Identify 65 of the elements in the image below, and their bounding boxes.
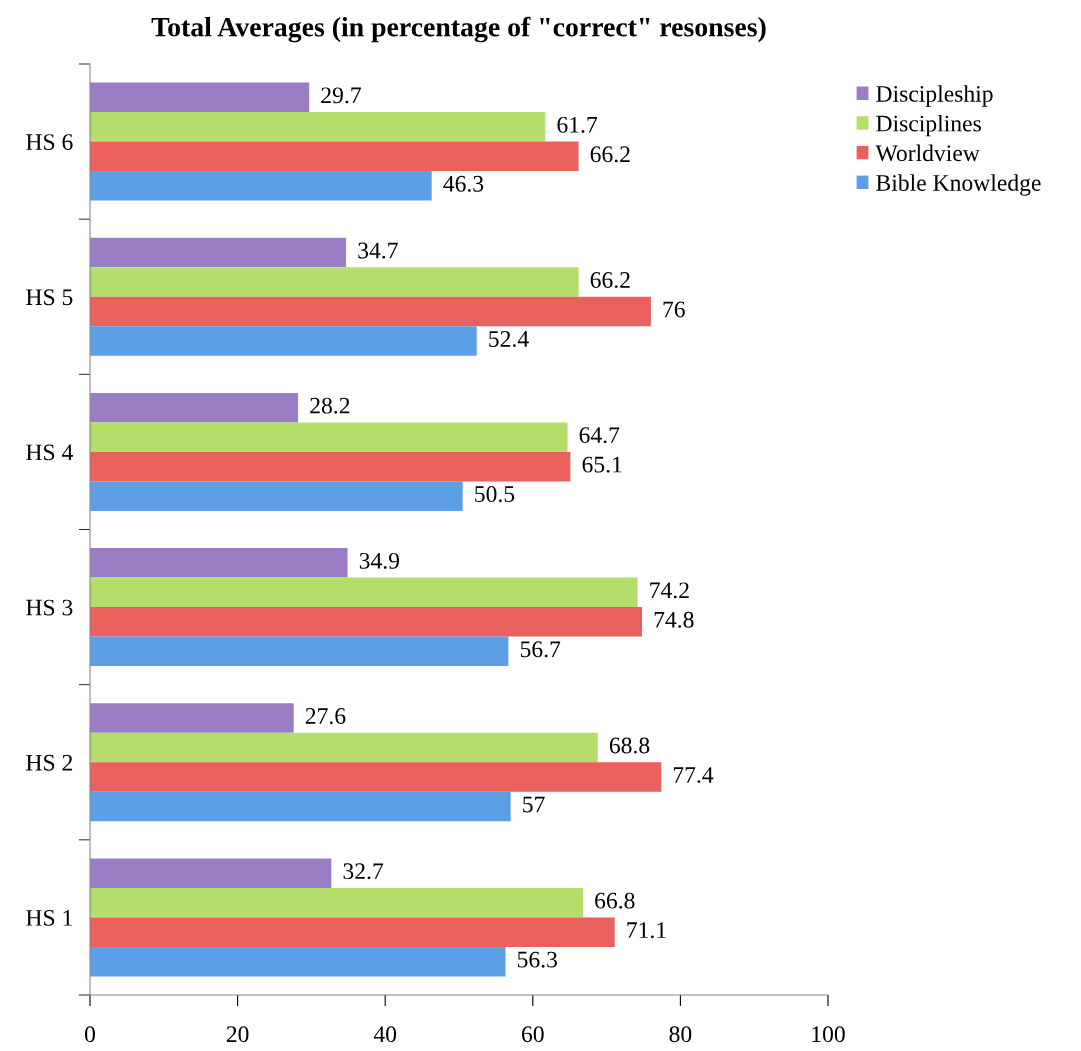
y-tick-label: HS 4 bbox=[26, 444, 73, 461]
x-tick-label: 60 bbox=[522, 1026, 544, 1043]
legend-label: Discipleship bbox=[876, 85, 993, 107]
data-label: 56.7 bbox=[520, 641, 561, 658]
data-label: 66.2 bbox=[590, 272, 630, 289]
bar bbox=[90, 326, 477, 356]
bar bbox=[90, 732, 598, 763]
data-label: 34.7 bbox=[358, 242, 398, 259]
x-tick-label: 0 bbox=[85, 1026, 95, 1043]
bar bbox=[90, 171, 432, 201]
x-tick-label: 40 bbox=[373, 1026, 397, 1043]
bar bbox=[90, 636, 509, 667]
data-label: 28.2 bbox=[310, 397, 350, 414]
data-label: 74.2 bbox=[650, 582, 689, 599]
bar bbox=[90, 422, 568, 452]
bar bbox=[90, 858, 332, 888]
bar bbox=[90, 917, 615, 947]
bar bbox=[90, 392, 299, 423]
data-label: 74.8 bbox=[654, 611, 694, 628]
data-label: 68.8 bbox=[609, 737, 650, 754]
x-tick-label: 100 bbox=[812, 1026, 845, 1043]
data-label: 34.9 bbox=[359, 552, 400, 569]
bar bbox=[90, 607, 643, 637]
bar bbox=[90, 548, 348, 578]
bar bbox=[90, 481, 463, 511]
data-label: 50.5 bbox=[475, 486, 515, 503]
bar bbox=[90, 577, 638, 608]
x-tick-label: 80 bbox=[669, 1026, 692, 1043]
data-label: 65.1 bbox=[582, 456, 622, 473]
bar bbox=[90, 451, 571, 482]
y-tick-label: HS 3 bbox=[26, 599, 73, 616]
data-label: 64.7 bbox=[579, 427, 620, 444]
legend-label: Disciplines bbox=[876, 114, 981, 137]
legend-label: Worldview bbox=[875, 144, 980, 162]
legend-label: Bible Knowledge bbox=[876, 174, 1041, 196]
y-tick-label: HS 1 bbox=[26, 909, 72, 926]
bar bbox=[90, 791, 511, 822]
bar bbox=[90, 296, 651, 327]
data-label: 27.6 bbox=[305, 708, 346, 725]
bar bbox=[90, 703, 294, 733]
bar bbox=[90, 267, 579, 297]
chart-title: Total Averages (in percentage of "correct" resonses) bbox=[151, 16, 766, 43]
data-label: 66.8 bbox=[595, 892, 635, 909]
bar bbox=[90, 112, 546, 142]
y-tick-label: HS 5 bbox=[26, 289, 73, 306]
data-label: 57 bbox=[523, 796, 545, 813]
y-tick-label: HS 6 bbox=[26, 134, 73, 151]
data-label: 77.4 bbox=[673, 767, 714, 783]
data-label: 32.7 bbox=[343, 863, 384, 880]
data-label: 71.1 bbox=[627, 922, 666, 939]
bar bbox=[90, 946, 506, 977]
x-tick-label: 20 bbox=[226, 1026, 249, 1043]
y-tick-label: HS 2 bbox=[26, 754, 73, 771]
bar bbox=[90, 141, 579, 172]
data-label: 76 bbox=[663, 301, 685, 318]
data-label: 61.7 bbox=[557, 116, 598, 133]
bar bbox=[90, 887, 583, 918]
data-label: 66.2 bbox=[590, 146, 630, 163]
bar bbox=[90, 237, 347, 268]
data-label: 46.3 bbox=[443, 175, 484, 192]
data-label: 29.7 bbox=[321, 87, 361, 104]
data-label: 52.4 bbox=[489, 331, 529, 347]
bar bbox=[90, 762, 662, 792]
bar bbox=[90, 82, 310, 113]
data-label: 56.3 bbox=[517, 951, 557, 968]
